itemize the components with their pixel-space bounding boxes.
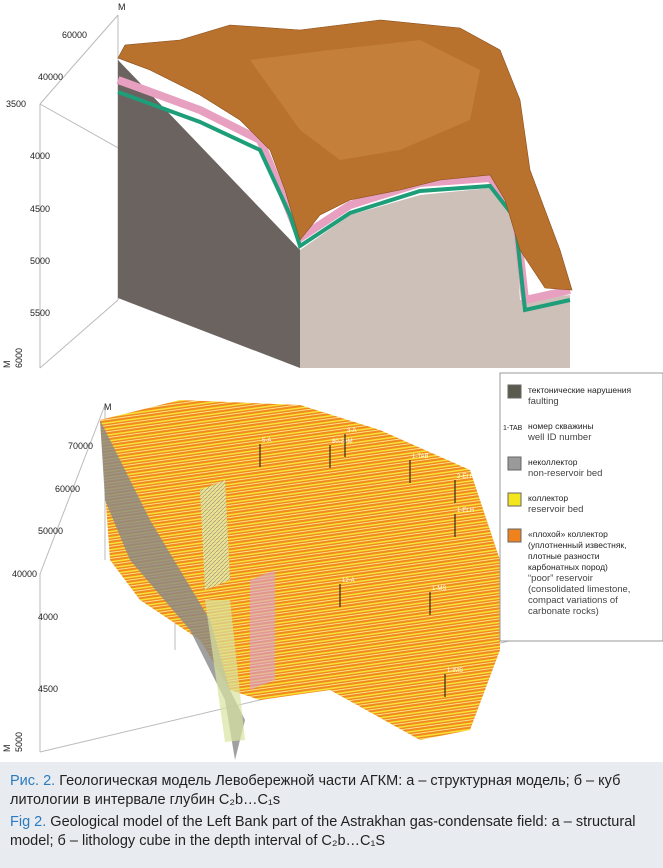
axis-label: 70000 [68,441,93,451]
legend-swatch [507,456,522,471]
axis-label: 4500 [30,204,50,214]
legend-en: reservoir bed [528,504,583,515]
legend-en: non-reservoir bed [528,468,602,479]
fault [200,480,230,590]
axis-label: 4000 [38,612,58,622]
block-front-face [300,188,570,368]
legend-box [499,372,663,642]
caption-label: Рис. 2. [10,773,56,789]
legend-ru: номер скважины [528,421,593,431]
legend-en: well ID number [527,432,591,443]
well-label: 3-A [347,428,356,434]
legend-ru: карбонатных пород) [528,562,608,572]
axis-label: 4000 [30,151,50,161]
axis-label: M [118,2,126,12]
caption: Рис. 2. Геологическая модель Левобережно… [0,762,663,868]
axis-label: 60000 [62,30,87,40]
legend-en: carbonate rocks) [528,606,599,617]
legend-ru: плотные разности [528,551,600,561]
stratum [117,90,571,313]
legend-ru: (уплотненный известняк, [528,540,627,550]
caption-en: Fig 2. Geological model of the Left Bank… [10,813,653,851]
axis-label: 3500 [6,99,26,109]
legend-en: faulting [528,396,559,407]
well-label: 80.2AM [332,439,353,445]
legend-en: “poor” reservoir [528,573,593,584]
well-label: 12-A [342,578,355,584]
axis-label: M [104,402,112,412]
legend-swatch [507,492,522,507]
axis-label: 60000 [55,484,80,494]
axis-label: 5000 [30,256,50,266]
legend-swatch [507,528,522,543]
axis-label: M [2,745,12,753]
well-label: 1-IMS [447,668,463,674]
well-label: 1-ELH [457,508,474,514]
axis-label: 6000 [14,348,24,368]
fault [205,600,245,742]
caption-text: Geological model of the Left Bank part o… [10,814,636,849]
legend-ru: «плохой» коллектор [528,529,608,539]
legend-ru: неколлектор [528,457,578,467]
non-reservoir [100,420,245,760]
well-label: 5-A [262,438,271,444]
legend-en: (consolidated limestone, [528,584,630,595]
legend-swatch [507,384,522,399]
axis-label: 5000 [14,732,24,752]
axis-label: 5500 [30,308,50,318]
legend-ru: коллектор [528,493,568,503]
figure: 1-TAB 2-ELH 1-ELH 80.2AM 3-A 5-A 12-A 1-MS 1-IMS… [2,2,663,760]
well-label: 1-MS [432,586,446,592]
lithology-cube [100,400,500,740]
caption-text: Геологическая модель Левобережной части … [10,773,621,808]
legend-en: compact variations of [528,595,618,606]
well-label: 1-TAB [412,454,429,460]
block-left-face [118,60,300,368]
fault [250,570,275,690]
axis-label: 50000 [38,526,63,536]
axis-label: M [2,361,12,369]
axis-label: 40000 [38,72,63,82]
top-surface-highlight [250,40,480,160]
caption-label: Fig 2. [10,814,47,830]
legend-ru: тектонические нарушения [528,385,632,395]
axis-label: 4500 [38,684,58,694]
caption-ru: Рис. 2. Геологическая модель Левобережно… [10,772,653,810]
axis-label: 40000 [12,569,37,579]
legend-symbol: 1-TAB [503,425,523,432]
well-label: 2-ELH [457,474,474,480]
